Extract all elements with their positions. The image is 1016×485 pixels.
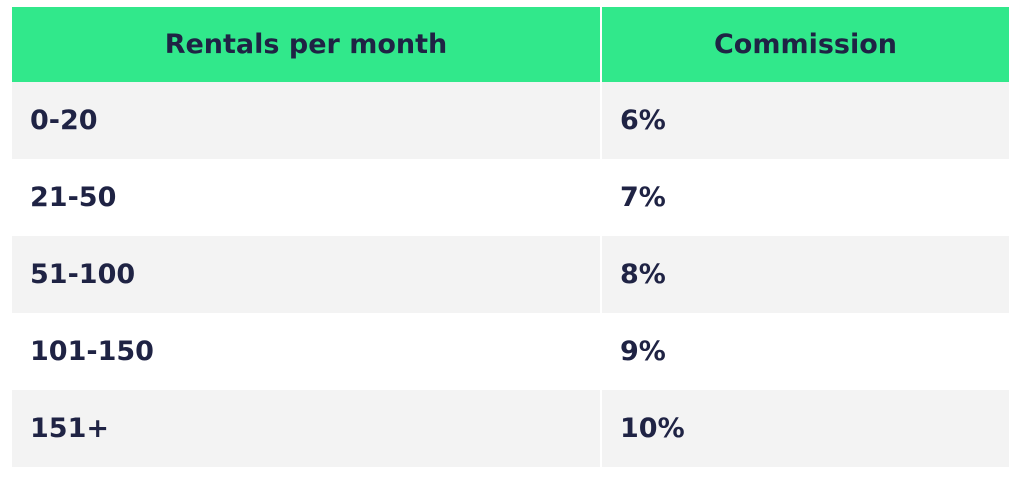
- table-row: 101-150 9%: [12, 313, 1009, 390]
- table-row: 0-20 6%: [12, 82, 1009, 159]
- table-row: 151+ 10%: [12, 390, 1009, 467]
- commission-table: Rentals per month Commission 0-20 6% 21-50 7…: [12, 7, 1009, 467]
- table-cell: 6%: [600, 82, 1009, 159]
- table-header: Rentals per month Commission: [12, 7, 1009, 82]
- table-cell: 51-100: [12, 236, 601, 313]
- table-cell: 9%: [600, 313, 1009, 390]
- table-row: 51-100 8%: [12, 236, 1009, 313]
- table-cell: 8%: [600, 236, 1009, 313]
- table-cell: 151+: [12, 390, 601, 467]
- header-cell: Commission: [600, 7, 1009, 82]
- table-cell: 101-150: [12, 313, 601, 390]
- table-cell: 21-50: [12, 159, 601, 236]
- table-cell: 10%: [600, 390, 1009, 467]
- table-body: 0-20 6% 21-50 7% 51-100 8% 101-150 9% 151+ 10%: [12, 82, 1009, 467]
- table-row: 21-50 7%: [12, 159, 1009, 236]
- header-cell: Rentals per month: [12, 7, 601, 82]
- header-row: Rentals per month Commission: [12, 7, 1009, 82]
- table-cell: 0-20: [12, 82, 601, 159]
- table-cell: 7%: [600, 159, 1009, 236]
- table-container: Rentals per month Commission 0-20 6% 21-50 7…: [12, 7, 1009, 467]
